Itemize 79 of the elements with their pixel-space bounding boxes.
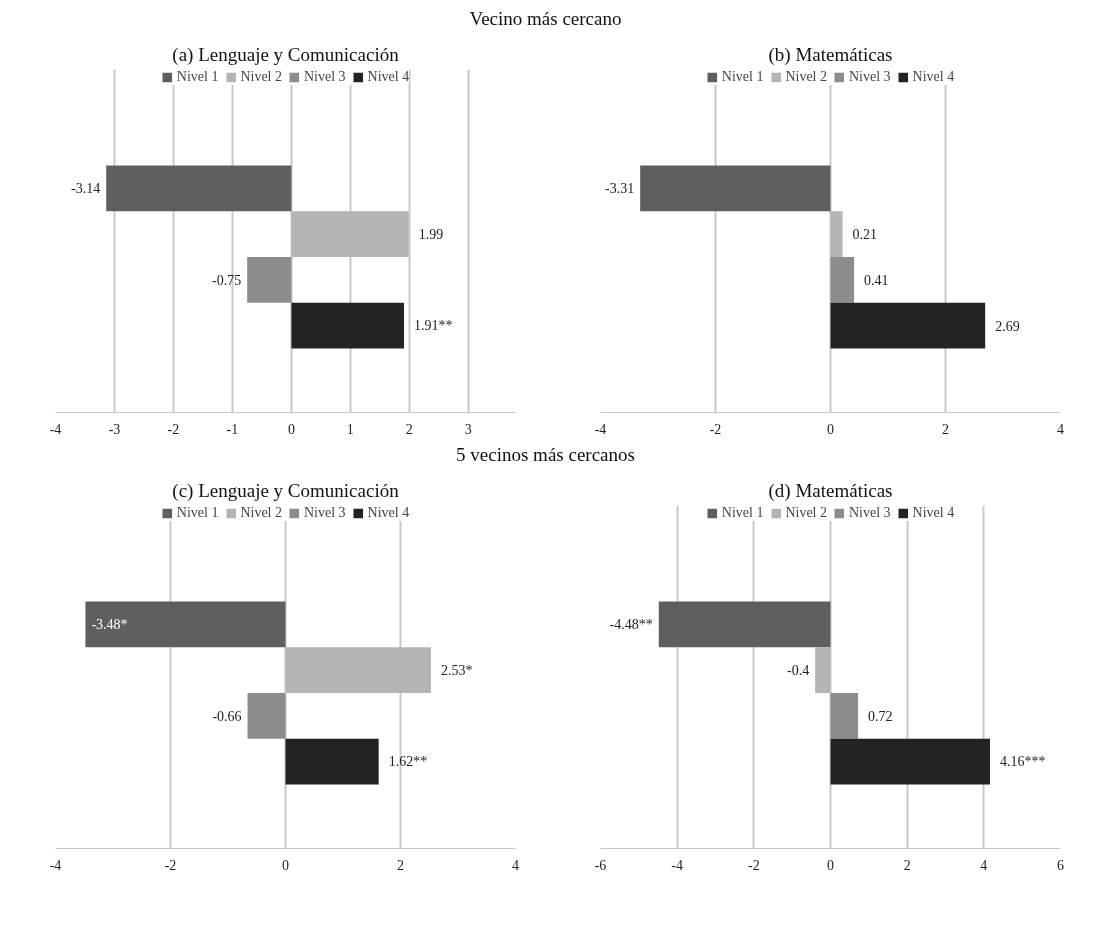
x-tick-label: -2 [164,857,177,873]
x-tick-label: 2 [397,857,404,873]
data-label: -3.14 [71,181,101,197]
legend-label: Nivel 2 [240,69,282,85]
x-tick-label: 3 [464,421,472,437]
bar [291,302,405,349]
bar [285,738,379,785]
text: Vecino más cercano [469,7,622,29]
x-tick-label: -2 [167,421,180,437]
bar [830,693,859,739]
data-label: 4.16*** [999,754,1046,770]
bar [830,302,986,349]
legend-label: Nivel 1 [721,69,764,85]
data-label: 0.72 [868,708,893,724]
data-label: 2.69 [995,318,1020,334]
bar [247,693,286,739]
bar [658,601,831,648]
data-label: 1.62** [388,754,428,770]
legend-label: Nivel 4 [367,505,410,521]
x-tick-label: 2 [405,421,413,437]
legend-label: Nivel 3 [304,69,346,85]
legend-label: Nivel 4 [367,69,410,85]
x-tick-label: -2 [709,421,722,437]
legend-label: Nivel 3 [849,69,891,85]
legend-label: Nivel 2 [785,69,827,85]
chart-title: (c) Lenguaje y Comunicación [172,479,400,502]
x-tick-label: 0 [282,857,289,873]
bar [291,211,409,258]
legend-label: Nivel 1 [721,505,764,521]
legend-label: Nivel 1 [176,69,219,85]
data-label: 1.99 [418,227,444,243]
x-tick-label: -4 [49,857,62,873]
data-label: -3.48* [91,616,128,632]
legend-label: Nivel 4 [912,69,955,85]
legend-label: Nivel 2 [240,505,282,521]
bar [106,165,292,212]
data-label: 0.41 [864,272,889,288]
x-tick-label: -4 [49,421,62,437]
bar [830,211,843,258]
legend-label: Nivel 4 [912,505,955,521]
chart-title: (b) Matemáticas [768,43,893,66]
bar [830,257,855,303]
legend-label: Nivel 3 [304,505,346,521]
data-label: 2.53* [440,662,473,678]
bar [285,647,431,694]
x-tick-label: -3 [108,421,121,437]
legend-label: Nivel 1 [176,505,219,521]
data-label: -3.31 [605,181,635,197]
x-tick-label: 0 [827,421,834,437]
bar [247,257,292,303]
legend-label: Nivel 2 [785,505,827,521]
x-tick-label: 0 [287,421,295,437]
bar [85,601,286,648]
chart-title: (d) Matemáticas [768,479,893,502]
legend-label: Nivel 3 [849,505,891,521]
x-tick-label: -4 [594,421,607,437]
bar [830,738,990,785]
x-tick-label: 0 [827,857,834,873]
x-tick-label: -6 [594,857,607,873]
x-tick-label: 2 [903,857,911,873]
x-tick-label: 4 [1057,421,1064,437]
data-label: 0.21 [852,227,878,243]
x-tick-label: 1 [346,421,354,437]
x-tick-label: 4 [980,857,988,873]
x-tick-label: -2 [748,857,760,873]
x-tick-label: 2 [942,421,949,437]
x-tick-label: 6 [1057,857,1064,873]
data-label: -0.75 [212,272,242,288]
data-label: -0.66 [212,708,242,724]
chart-title: (a) Lenguaje y Comunicación [172,43,400,66]
data-label: -4.48** [609,616,653,632]
x-tick-label: -4 [671,857,684,873]
data-label: -0.4 [787,663,810,679]
data-label: 1.91** [414,318,453,334]
text: 5 vecinos más cercanos [456,443,635,465]
bar [815,647,831,694]
x-tick-label: 4 [512,857,519,873]
bar [640,165,831,212]
x-tick-label: -1 [226,421,239,437]
